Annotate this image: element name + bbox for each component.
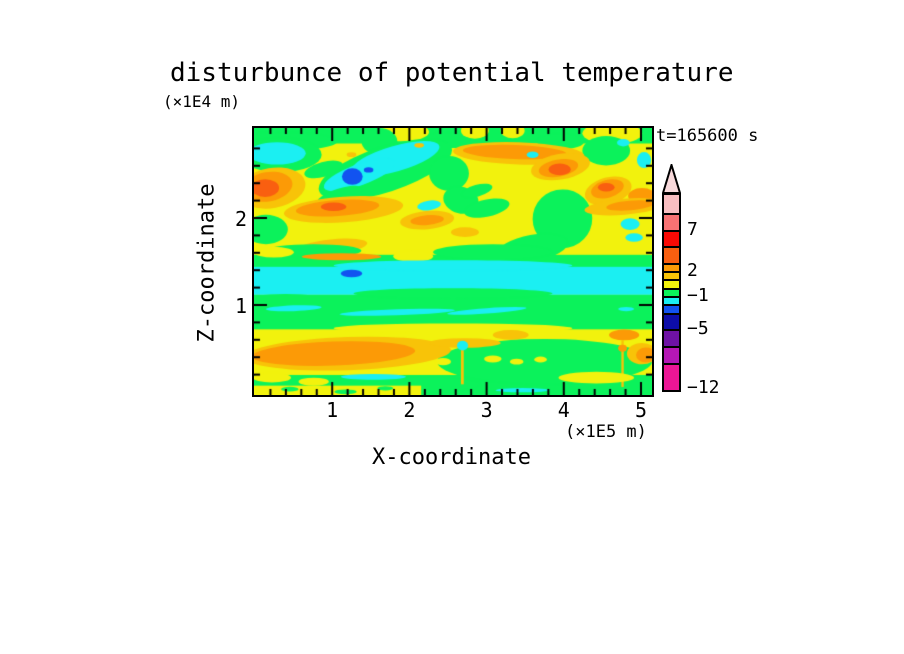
colorbar-block (664, 248, 679, 265)
colorbar-block (664, 264, 679, 274)
colorbar-value-label: 2 (687, 260, 698, 282)
plot-frame (252, 126, 654, 397)
colorbar-block (664, 364, 679, 390)
colorbar-arrow-icon (661, 161, 682, 194)
colorbar-block (664, 195, 679, 215)
colorbar-block (664, 306, 679, 315)
time-annotation: t=165600 s (656, 126, 759, 146)
x-tick-label: 5 (634, 398, 648, 422)
y-axis-unit-label: (×1E4 m) (163, 92, 241, 111)
x-tick-label: 2 (403, 398, 416, 422)
colorbar-block (664, 281, 679, 290)
colorbar (662, 193, 681, 392)
x-tick-label: 1 (326, 398, 339, 422)
x-axis-unit-label: (×1E5 m) (565, 422, 647, 442)
y-tick-label: 1 (234, 294, 247, 318)
colorbar-block (664, 314, 679, 332)
y-tick-label: 2 (234, 207, 247, 231)
colorbar-block (664, 231, 679, 249)
contour-field-canvas (254, 128, 652, 395)
y-axis-title: Z-coordinate (194, 183, 220, 343)
colorbar-block (664, 214, 679, 232)
colorbar-block (664, 347, 679, 365)
colorbar-value-label: −1 (687, 285, 709, 307)
x-axis-title: X-coordinate (372, 445, 531, 470)
colorbar-value-label: 7 (687, 218, 698, 240)
x-tick-label: 4 (557, 398, 570, 422)
colorbar-block (664, 298, 679, 307)
colorbar-block (664, 273, 679, 282)
x-tick-label: 3 (480, 398, 493, 422)
colorbar-value-label: −5 (687, 318, 709, 340)
colorbar-value-label: −12 (687, 376, 720, 398)
colorbar-block (664, 289, 679, 299)
chart-title: disturbunce of potential temperature (170, 58, 734, 88)
colorbar-block (664, 331, 679, 348)
